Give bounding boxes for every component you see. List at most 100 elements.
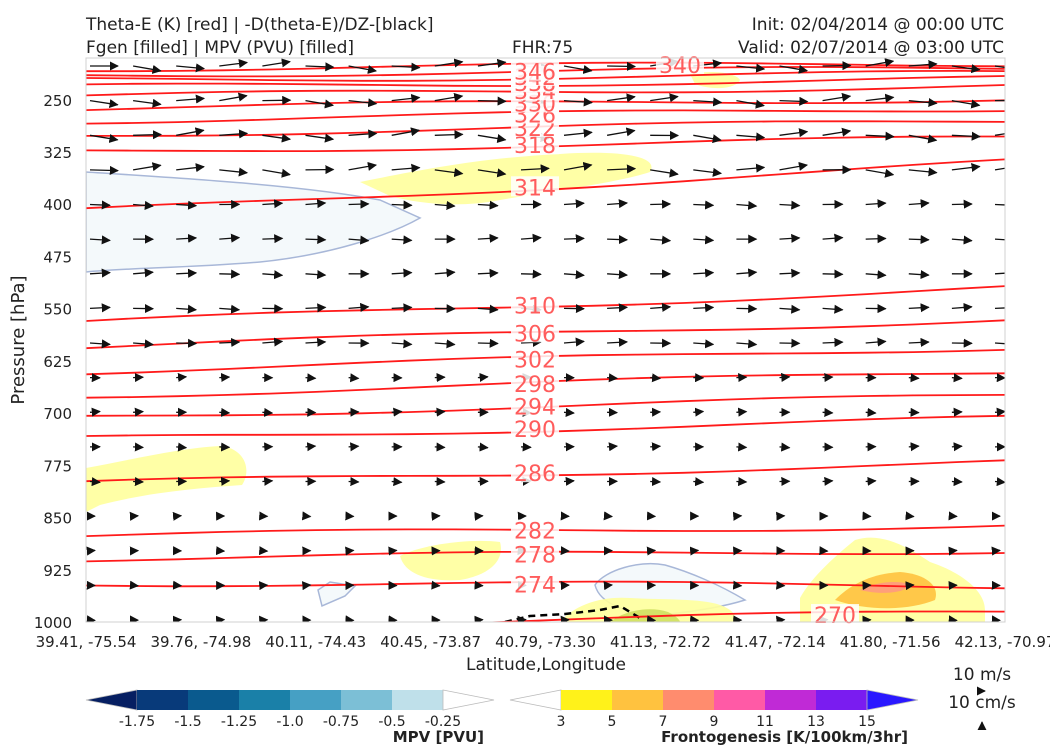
vector-arrow [865, 199, 887, 209]
y-tick-label: 700 [43, 405, 72, 423]
vector-arrow [348, 161, 377, 171]
vector-arrow [607, 442, 619, 452]
vector-arrow [865, 93, 895, 103]
theta-e-label-bg-282 [511, 519, 559, 540]
vector-arrow [176, 163, 205, 173]
vector-arrow [779, 96, 809, 106]
vector-arrow [89, 268, 111, 278]
vector-arrow [563, 161, 593, 171]
vector-arrow [262, 270, 284, 280]
vector-arrow [305, 442, 317, 452]
vector-arrow [219, 167, 249, 177]
vector-arrow [305, 62, 335, 72]
vector-arrow [305, 373, 317, 383]
vector-arrow [305, 270, 327, 280]
vector-arrow [908, 59, 938, 70]
vector-arrow [951, 99, 981, 109]
vector-arrow [607, 270, 629, 280]
vector-arrow [994, 307, 1005, 310]
vector-arrow [563, 128, 593, 138]
vector-arrow [951, 199, 973, 209]
vector-arrow [693, 167, 723, 177]
vector-arrow [822, 407, 834, 417]
vector-arrow [520, 233, 542, 243]
vector-arrow [477, 372, 489, 382]
theta-e-label-306: 306 [514, 322, 556, 347]
theta-e-label-bg-306 [511, 322, 559, 343]
vector-arrow [219, 337, 241, 348]
theta-e-label-bg-270 [811, 604, 859, 625]
theta-e-label-bg-346 [511, 60, 559, 81]
vector-arrow [132, 64, 162, 74]
x-tick-label: 41.80, -71.56 [840, 633, 941, 651]
vector-arrow [908, 337, 930, 347]
mpv-colorbar-tick: -0.75 [323, 714, 359, 730]
vector-arrow [736, 407, 748, 417]
vector-arrow [607, 303, 629, 313]
vector-arrow [994, 167, 1005, 171]
vector-arrow [951, 235, 973, 245]
vector-arrow [908, 234, 930, 245]
vector-arrow [951, 442, 963, 452]
x-tick-label: 39.76, -74.98 [150, 633, 251, 651]
fgen-colorbar-tick: 11 [756, 714, 774, 730]
fgen-region-bottom-center-inner [610, 609, 680, 622]
fgen-colorbar-segment [509, 689, 562, 711]
vector-arrow [607, 61, 637, 71]
vector-arrow [822, 337, 844, 348]
mpv-colorbar-segment [341, 690, 392, 710]
y-tick-label: 625 [43, 353, 72, 371]
vector-arrow [477, 233, 499, 243]
vector-arrow [434, 92, 464, 102]
fgen-colorbar-segment [866, 689, 919, 711]
mpv-dashed-contour [504, 604, 641, 622]
vector-arrow [650, 199, 672, 209]
gradient-vectors [86, 58, 1005, 622]
vector-arrow [563, 97, 593, 107]
vector-arrow [520, 164, 550, 174]
vector-arrow [477, 338, 499, 348]
vector-arrow [176, 338, 198, 348]
vector-arrow [736, 268, 758, 278]
vector-arrow [563, 64, 593, 74]
y-tick-label: 925 [43, 562, 72, 580]
vector-arrow [736, 163, 766, 173]
vector-arrow [219, 407, 231, 417]
vector-arrow [219, 476, 231, 486]
vector-arrow [650, 235, 672, 245]
vector-arrow [176, 94, 206, 104]
fgen-colorbar-tick: 9 [710, 714, 719, 730]
vector-arrow [262, 58, 291, 68]
vector-arrow [89, 303, 111, 313]
vector-arrow [391, 339, 413, 349]
vector-arrow [262, 407, 274, 417]
vector-arrow [865, 131, 895, 141]
forecast-hour: FHR:75 [512, 38, 574, 58]
fgen-colorbar-segment [765, 690, 816, 710]
init-time: Init: 02/04/2014 @ 00:00 UTC [751, 15, 1004, 35]
vector-arrow [779, 372, 791, 382]
x-tick-label: 41.47, -72.14 [725, 633, 826, 651]
vector-arrow [391, 303, 413, 313]
vector-arrow [434, 130, 464, 140]
vector-arrow [262, 168, 291, 178]
vector-arrow [391, 268, 413, 278]
vector-arrow [994, 203, 1005, 206]
vector-arrow [132, 162, 162, 172]
valid-time: Valid: 02/07/2014 @ 03:00 UTC [738, 38, 1004, 58]
vector-arrow [133, 200, 154, 210]
vector-arrow [994, 65, 1005, 69]
vector-arrow [693, 477, 705, 487]
vector-arrow [219, 269, 241, 279]
vector-arrow [89, 477, 101, 487]
vector-arrow [822, 92, 852, 102]
vector-arrow [606, 127, 636, 137]
theta-e-label-bg-298 [511, 372, 559, 393]
title-fgen-mpv: Fgen [filled] | MPV (PVU) [filled] [86, 38, 355, 58]
y-tick-label: 550 [43, 301, 72, 319]
vector-arrow [779, 268, 801, 278]
vector-arrow [994, 133, 1005, 136]
mpv-colorbar-segment [239, 690, 290, 710]
vector-arrow [779, 64, 808, 74]
mpv-colorbar-tick: -0.25 [425, 714, 461, 730]
